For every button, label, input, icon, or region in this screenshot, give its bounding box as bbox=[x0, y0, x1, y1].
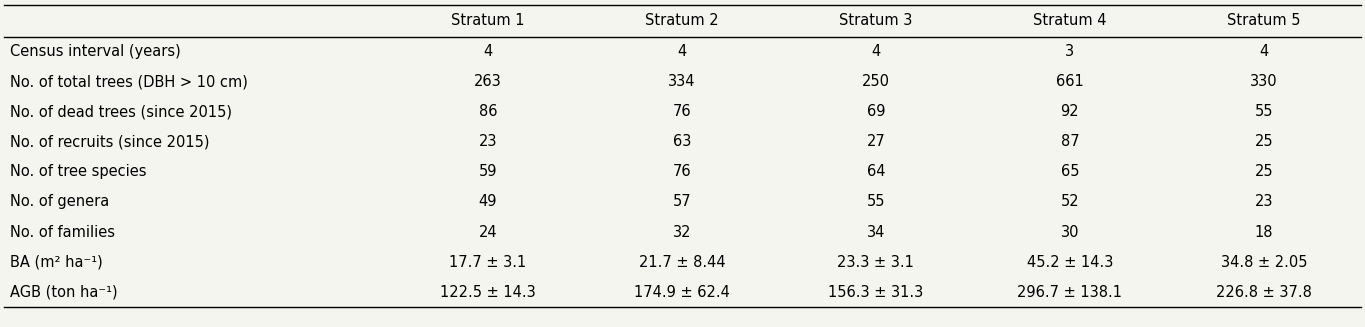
Text: No. of genera: No. of genera bbox=[10, 195, 109, 210]
Text: 296.7 ± 138.1: 296.7 ± 138.1 bbox=[1017, 285, 1122, 300]
Text: Stratum 2: Stratum 2 bbox=[646, 13, 718, 28]
Text: 661: 661 bbox=[1057, 74, 1084, 89]
Text: 45.2 ± 14.3: 45.2 ± 14.3 bbox=[1026, 255, 1112, 269]
Text: 23: 23 bbox=[1254, 195, 1274, 210]
Text: 65: 65 bbox=[1061, 164, 1080, 180]
Text: 23: 23 bbox=[479, 134, 497, 149]
Text: 25: 25 bbox=[1254, 164, 1274, 180]
Text: 21.7 ± 8.44: 21.7 ± 8.44 bbox=[639, 255, 725, 269]
Text: 4: 4 bbox=[483, 44, 493, 59]
Text: 330: 330 bbox=[1250, 74, 1278, 89]
Text: 122.5 ± 14.3: 122.5 ± 14.3 bbox=[440, 285, 535, 300]
Text: 69: 69 bbox=[867, 104, 885, 119]
Text: 64: 64 bbox=[867, 164, 885, 180]
Text: AGB (ton ha⁻¹): AGB (ton ha⁻¹) bbox=[10, 285, 117, 300]
Text: Stratum 1: Stratum 1 bbox=[450, 13, 524, 28]
Text: No. of tree species: No. of tree species bbox=[10, 164, 146, 180]
Text: 4: 4 bbox=[677, 44, 687, 59]
Text: 34.8 ± 2.05: 34.8 ± 2.05 bbox=[1220, 255, 1308, 269]
Text: Census interval (years): Census interval (years) bbox=[10, 44, 180, 59]
Text: 24: 24 bbox=[479, 225, 497, 240]
Text: 76: 76 bbox=[673, 104, 691, 119]
Text: 59: 59 bbox=[479, 164, 497, 180]
Text: Stratum 3: Stratum 3 bbox=[839, 13, 913, 28]
Text: 63: 63 bbox=[673, 134, 691, 149]
Text: 4: 4 bbox=[871, 44, 880, 59]
Text: 23.3 ± 3.1: 23.3 ± 3.1 bbox=[837, 255, 915, 269]
Text: 55: 55 bbox=[1254, 104, 1274, 119]
Text: 87: 87 bbox=[1061, 134, 1080, 149]
Text: 86: 86 bbox=[479, 104, 497, 119]
Text: No. of dead trees (since 2015): No. of dead trees (since 2015) bbox=[10, 104, 232, 119]
Text: No. of recruits (since 2015): No. of recruits (since 2015) bbox=[10, 134, 209, 149]
Text: 3: 3 bbox=[1065, 44, 1074, 59]
Text: 334: 334 bbox=[667, 74, 696, 89]
Text: 49: 49 bbox=[479, 195, 497, 210]
Text: 76: 76 bbox=[673, 164, 691, 180]
Text: 25: 25 bbox=[1254, 134, 1274, 149]
Text: 30: 30 bbox=[1061, 225, 1080, 240]
Text: No. of total trees (DBH > 10 cm): No. of total trees (DBH > 10 cm) bbox=[10, 74, 247, 89]
Text: 4: 4 bbox=[1259, 44, 1268, 59]
Text: Stratum 4: Stratum 4 bbox=[1033, 13, 1107, 28]
Text: 32: 32 bbox=[673, 225, 691, 240]
Text: 55: 55 bbox=[867, 195, 885, 210]
Text: 263: 263 bbox=[474, 74, 502, 89]
Text: 92: 92 bbox=[1061, 104, 1080, 119]
Text: 156.3 ± 31.3: 156.3 ± 31.3 bbox=[829, 285, 924, 300]
Text: 34: 34 bbox=[867, 225, 885, 240]
Text: 226.8 ± 37.8: 226.8 ± 37.8 bbox=[1216, 285, 1312, 300]
Text: 18: 18 bbox=[1254, 225, 1274, 240]
Text: BA (m² ha⁻¹): BA (m² ha⁻¹) bbox=[10, 255, 102, 269]
Text: 57: 57 bbox=[673, 195, 691, 210]
Text: Stratum 5: Stratum 5 bbox=[1227, 13, 1301, 28]
Text: No. of families: No. of families bbox=[10, 225, 115, 240]
Text: 174.9 ± 62.4: 174.9 ± 62.4 bbox=[633, 285, 730, 300]
Text: 17.7 ± 3.1: 17.7 ± 3.1 bbox=[449, 255, 527, 269]
Text: 27: 27 bbox=[867, 134, 885, 149]
Text: 52: 52 bbox=[1061, 195, 1080, 210]
Text: 250: 250 bbox=[861, 74, 890, 89]
